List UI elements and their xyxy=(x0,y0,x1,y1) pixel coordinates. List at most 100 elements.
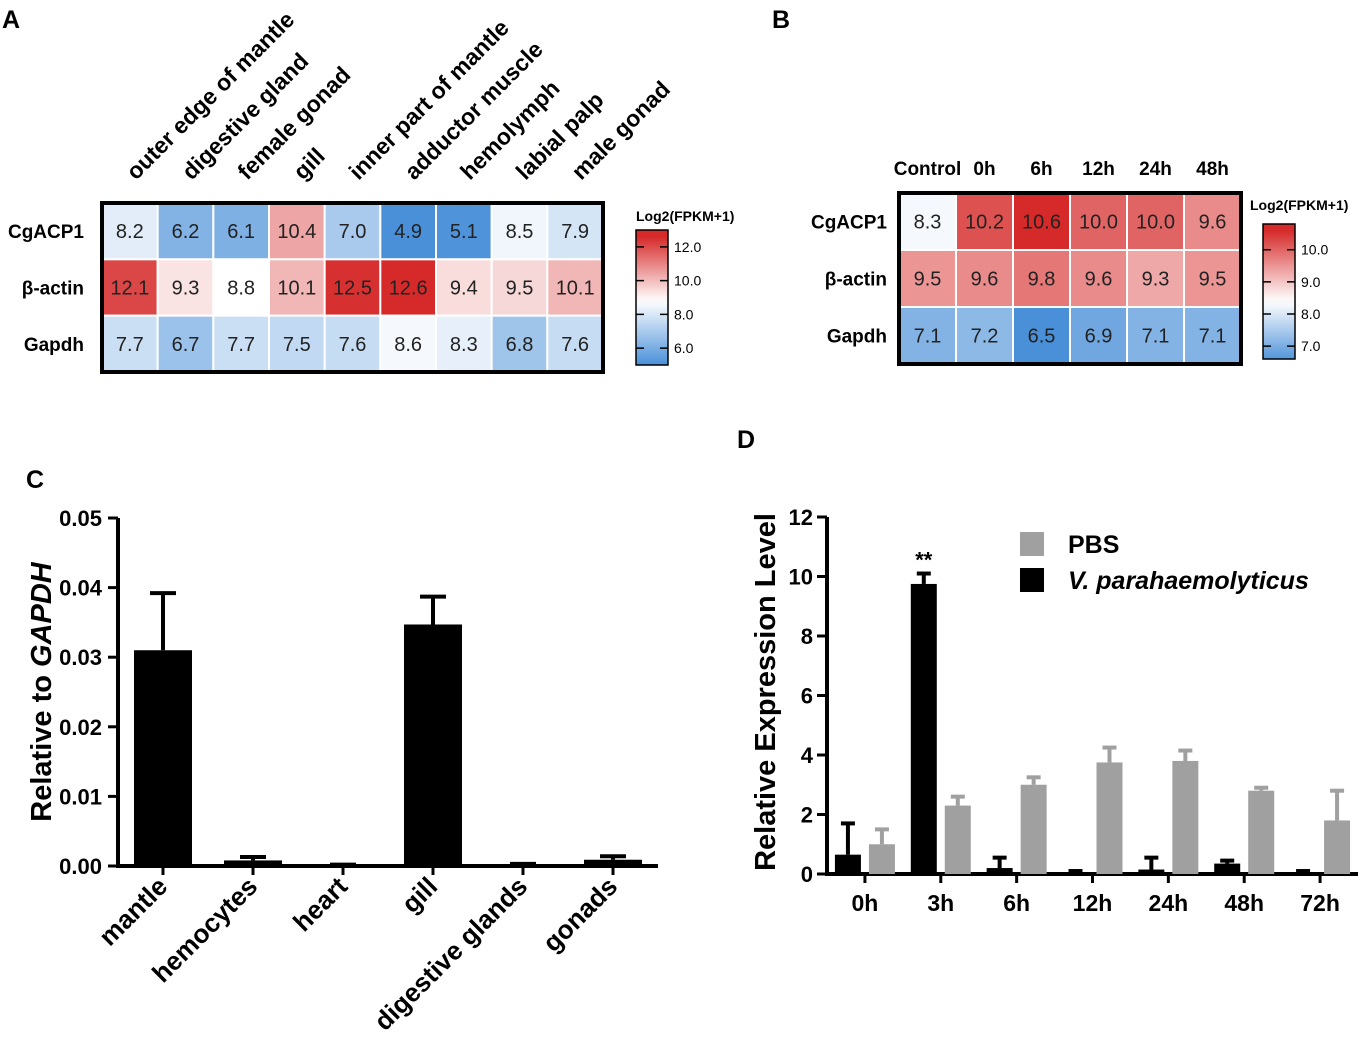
heatmap-column-label: 24h xyxy=(1139,159,1172,180)
heatmap-cell-value: 6.2 xyxy=(172,221,200,243)
heatmap-cell xyxy=(1069,306,1128,365)
heatmap-cell-value: 6.1 xyxy=(227,221,255,243)
y-tick-label: 10 xyxy=(789,565,813,590)
colorbar-tick-label: 8.0 xyxy=(674,306,694,322)
heatmap-column-label: 0h xyxy=(973,159,995,180)
heatmap-column-label: 48h xyxy=(1196,159,1229,180)
colorbar xyxy=(1262,223,1296,360)
heatmap-cell xyxy=(268,314,326,373)
y-tick-label: 0 xyxy=(801,862,813,887)
bar-pbs xyxy=(1324,820,1351,874)
colorbar-tick-label: 6.0 xyxy=(674,340,694,356)
legend-swatch xyxy=(1020,568,1044,592)
heatmap-column-label: Control xyxy=(894,159,962,180)
heatmap-cell xyxy=(1126,306,1185,365)
heatmap-cell-value: 7.0 xyxy=(339,221,367,243)
heatmap-cell-value: 6.8 xyxy=(506,334,534,356)
y-tick-label: 0.02 xyxy=(59,715,102,740)
heatmap-cell-value: 8.3 xyxy=(914,212,942,234)
heatmap-cell-value: 7.6 xyxy=(339,334,367,356)
heatmap-cell-value: 9.6 xyxy=(1199,212,1227,234)
bar-pbs xyxy=(944,805,971,874)
heatmap-cell xyxy=(435,258,493,317)
heatmap-cell-value: 7.6 xyxy=(561,334,589,356)
colorbar-title: Log2(FPKM+1) xyxy=(636,208,734,224)
heatmap-cell-value: 9.6 xyxy=(1085,269,1113,291)
heatmap-cell xyxy=(1012,249,1071,308)
heatmap-cell xyxy=(1069,249,1128,308)
heatmap-cell-value: 10.2 xyxy=(965,212,1004,234)
heatmap-cell-value: 5.1 xyxy=(450,221,478,243)
heatmap-column-label: 6h xyxy=(1030,159,1052,180)
heatmap-column-label: 12h xyxy=(1082,159,1115,180)
x-tick-label: 0h xyxy=(852,890,879,916)
colorbar-tick-label: 10.0 xyxy=(674,273,701,289)
legend-swatch xyxy=(1020,532,1044,556)
heatmap-cell xyxy=(955,306,1014,365)
panel-label-b: B xyxy=(772,6,790,34)
heatmap-cell-value: 8.6 xyxy=(394,334,422,356)
bar-v-parahaemolyticus xyxy=(1290,872,1317,875)
heatmap-cell-value: 8.2 xyxy=(116,221,144,243)
heatmap-cell-value: 10.1 xyxy=(277,278,316,300)
heatmap-cell-value: 8.8 xyxy=(227,278,255,300)
x-tick-label: 72h xyxy=(1300,890,1340,916)
heatmap-cell-value: 9.5 xyxy=(1199,269,1227,291)
heatmap-cell-value: 9.4 xyxy=(450,278,478,300)
colorbar-tick-label: 7.0 xyxy=(1301,338,1321,354)
heatmap-cell-value: 9.3 xyxy=(1142,269,1170,291)
heatmap-cell-value: 10.4 xyxy=(277,221,316,243)
y-tick-label: 12 xyxy=(789,505,813,530)
heatmap-row-label: Gapdh xyxy=(827,327,887,348)
heatmap-cell-value: 7.5 xyxy=(283,334,311,356)
bar-pbs xyxy=(1248,790,1275,874)
heatmap-cell-value: 7.1 xyxy=(914,326,942,348)
heatmap-cell-value: 6.9 xyxy=(1085,326,1113,348)
heatmap-panel-b: 8.3 10.2 10.6 10.0 10.0 9.6 CgACP1 9.5 9.6 9.8 9.6… xyxy=(811,159,1348,366)
legend-label: V. parahaemolyticus xyxy=(1068,567,1309,595)
heatmap-panel-a: 8.2 6.2 6.1 10.4 7.0 4.9 5.1 8.5 7.9 CgACP1 12.1 9.… xyxy=(8,6,734,374)
y-tick-label: 6 xyxy=(801,684,813,709)
y-tick-label: 0.01 xyxy=(59,784,102,809)
y-tick-label: 0.00 xyxy=(59,854,102,879)
heatmap-cell xyxy=(212,314,270,373)
bar-v-parahaemolyticus xyxy=(834,854,861,874)
heatmap-cell-value: 7.1 xyxy=(1199,326,1227,348)
heatmap-cell xyxy=(323,314,382,373)
colorbar xyxy=(635,229,669,366)
colorbar-tick-label: 12.0 xyxy=(674,239,701,255)
heatmap-cell-value: 7.7 xyxy=(116,334,144,356)
heatmap-cell-value: 9.5 xyxy=(506,278,534,300)
heatmap-cell xyxy=(156,314,215,373)
y-axis-title: Relative to GAPDH xyxy=(26,561,58,822)
y-tick-label: 4 xyxy=(801,743,814,768)
bar xyxy=(134,650,192,866)
bar-pbs xyxy=(1096,762,1123,874)
heatmap-cell-value: 12.6 xyxy=(389,278,428,300)
bar-v-parahaemolyticus xyxy=(986,868,1013,874)
x-tick-label: gonads xyxy=(537,871,624,958)
x-tick-label: heart xyxy=(287,871,353,937)
heatmap-cell xyxy=(1126,249,1185,308)
heatmap-cell-value: 7.2 xyxy=(971,326,999,348)
bar-pbs xyxy=(868,844,895,874)
heatmap-column-label: gill xyxy=(288,143,330,185)
y-axis-title: Relative Expression Level xyxy=(750,513,782,871)
bar-v-parahaemolyticus xyxy=(1214,863,1241,874)
colorbar-tick-label: 8.0 xyxy=(1301,306,1321,322)
heatmap-cell-value: 12.1 xyxy=(110,278,149,300)
heatmap-cell-value: 7.9 xyxy=(561,221,589,243)
heatmap-cell xyxy=(546,314,604,373)
heatmap-row-label: Gapdh xyxy=(24,335,84,356)
x-tick-label: 6h xyxy=(1003,890,1030,916)
bar-pbs xyxy=(1172,760,1199,874)
heatmap-cell-value: 10.6 xyxy=(1022,212,1061,234)
heatmap-cell-value: 10.0 xyxy=(1136,212,1175,234)
colorbar-title: Log2(FPKM+1) xyxy=(1250,197,1348,213)
heatmap-row-label: CgACP1 xyxy=(811,213,887,234)
heatmap-cell-value: 9.3 xyxy=(172,278,200,300)
heatmap-cell-value: 12.5 xyxy=(333,278,372,300)
x-tick-label: gill xyxy=(395,871,443,919)
panel-label-d: D xyxy=(737,426,755,454)
